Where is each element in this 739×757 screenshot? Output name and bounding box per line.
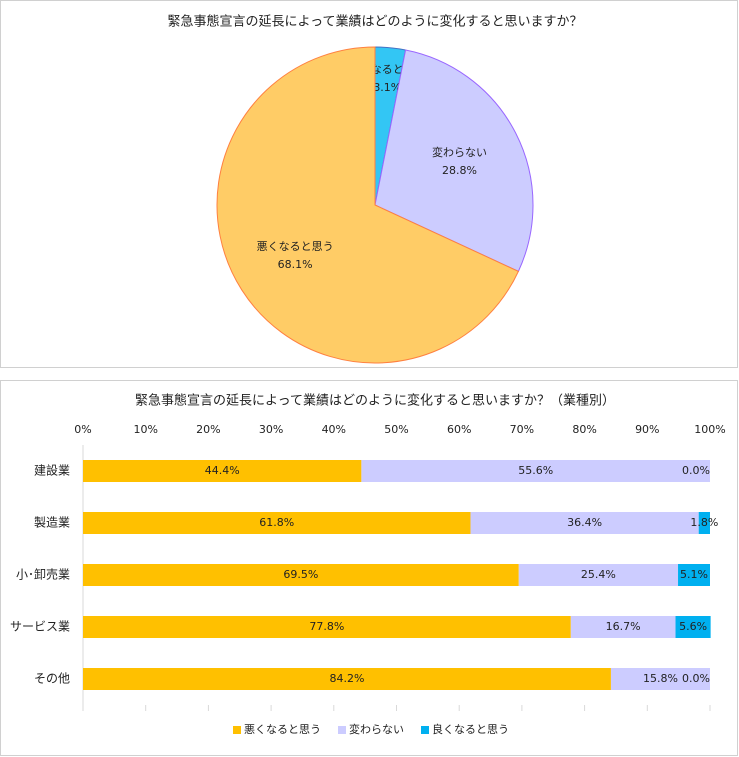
x-tick-label: 0% xyxy=(74,423,91,436)
y-tick-label: その他 xyxy=(34,672,70,686)
x-tick-label: 60% xyxy=(447,423,471,436)
bar-segment xyxy=(83,512,471,534)
value-label: 69.5% xyxy=(283,568,318,581)
legend-swatch xyxy=(338,726,346,734)
x-tick-label: 40% xyxy=(322,423,346,436)
bar-segment xyxy=(361,460,710,482)
bar-segment xyxy=(610,668,710,690)
bar-segment xyxy=(470,512,699,534)
y-tick-label: 建設業 xyxy=(34,463,70,478)
legend-label: 良くなると思う xyxy=(432,722,509,736)
bar-segment xyxy=(83,564,519,586)
chart-title: 緊急事態宣言の延長によって業績はどのように変化すると思いますか？ xyxy=(168,14,583,30)
value-label: 77.8% xyxy=(309,620,344,633)
slice-label: 変わらない xyxy=(432,145,487,159)
x-tick-label: 80% xyxy=(572,423,596,436)
y-tick-label: 製造業 xyxy=(34,516,70,530)
bar-segment xyxy=(570,616,676,638)
bar-segment xyxy=(83,668,611,690)
legend-label: 悪くなると思う xyxy=(244,723,321,736)
slice-value-label: 28.8% xyxy=(442,164,477,177)
legend-swatch xyxy=(233,726,241,734)
x-tick-label: 20% xyxy=(196,423,220,436)
y-tick-label: 小･卸売業 xyxy=(16,567,70,582)
x-tick-label: 10% xyxy=(133,423,157,436)
x-tick-label: 70% xyxy=(510,423,534,436)
pie-slice xyxy=(374,49,534,273)
value-label: 44.4% xyxy=(205,464,240,477)
bar-segment xyxy=(83,460,362,482)
value-label: 5.6% xyxy=(679,620,707,633)
bar-segment xyxy=(83,616,571,638)
slice-value-label: 68.1% xyxy=(278,258,313,271)
value-label: 55.6% xyxy=(518,464,553,477)
x-tick-label: 30% xyxy=(259,423,283,436)
value-label: 0.0% xyxy=(682,672,710,685)
value-label: 61.8% xyxy=(259,516,294,529)
value-label: 84.2% xyxy=(329,672,364,685)
chart-title: 緊急事態宣言の延長によって業績はどのように変化すると思いますか？（業種別） xyxy=(135,393,615,409)
slice-label: 悪くなると思う xyxy=(257,240,334,253)
y-tick-label: サービス業 xyxy=(10,620,70,634)
bar-segment xyxy=(518,564,679,586)
pie-slice xyxy=(216,46,520,364)
legend-swatch xyxy=(421,726,429,734)
slice-value-label: 3.1% xyxy=(373,81,401,94)
value-label: 1.8% xyxy=(690,516,718,529)
value-label: 36.4% xyxy=(567,516,602,529)
bar-segment xyxy=(678,564,710,586)
x-tick-label: 50% xyxy=(384,423,408,436)
x-tick-label: 100% xyxy=(694,423,725,436)
legend-label: 変わらない xyxy=(349,722,404,736)
bar-segment xyxy=(698,512,710,534)
bar-segment xyxy=(675,616,711,638)
value-label: 5.1% xyxy=(680,568,708,581)
value-label: 16.7% xyxy=(606,620,641,633)
x-tick-label: 90% xyxy=(635,423,659,436)
value-label: 0.0% xyxy=(682,464,710,477)
value-label: 15.8% xyxy=(643,672,678,685)
value-label: 25.4% xyxy=(581,568,616,581)
